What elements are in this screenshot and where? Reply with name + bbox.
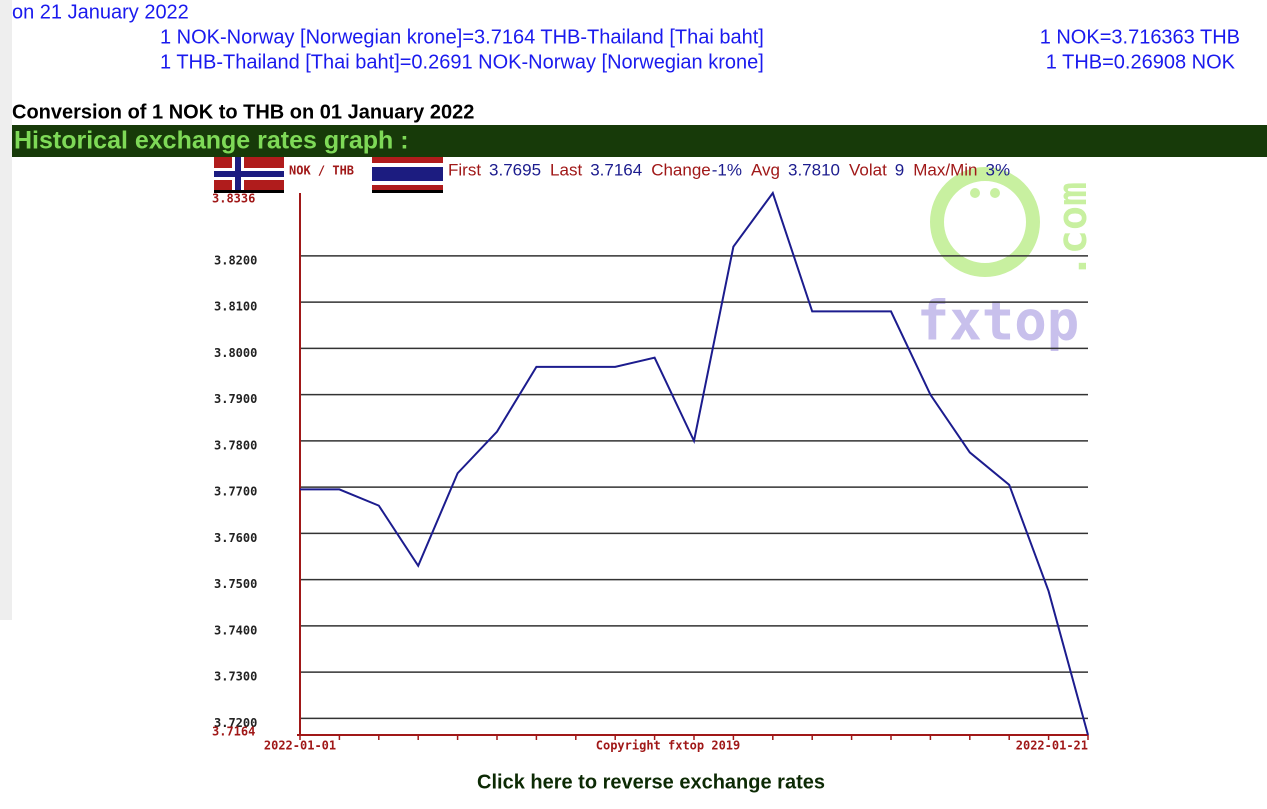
x-tick-label: 2022-01-01 bbox=[264, 739, 336, 753]
stat-label: Avg bbox=[751, 160, 780, 179]
y-tick-label: 3.8200 bbox=[214, 253, 257, 267]
logo-ring bbox=[930, 167, 1040, 277]
stat-value: 3% bbox=[986, 160, 1011, 179]
y-tick-label: 3.8336 bbox=[212, 192, 255, 206]
stat-value: 3.7695 bbox=[489, 160, 541, 179]
chart-image: fxtop .com NOK / THB First 3.7695 Last 3.71… bbox=[212, 157, 1096, 760]
rate-precise: 1 THB=0.26908 NOK bbox=[1046, 51, 1236, 73]
section-title: Historical exchange rates graph : bbox=[14, 127, 409, 155]
flag-norway bbox=[214, 157, 284, 193]
section-bar bbox=[12, 125, 1267, 157]
watermark-text: .com bbox=[1050, 182, 1096, 278]
y-tick-label: 3.7200 bbox=[214, 716, 257, 730]
logo-eye bbox=[970, 188, 980, 198]
y-tick-label: 3.7600 bbox=[214, 531, 257, 545]
stat-label: Change bbox=[651, 160, 711, 179]
x-tick-label: 2022-01-21 bbox=[1016, 739, 1088, 753]
flag-thailand bbox=[372, 157, 443, 193]
stat-label: Last bbox=[550, 160, 582, 179]
pair-label: NOK / THB bbox=[289, 164, 354, 178]
rate-text: 1 THB-Thailand [Thai baht]=0.2691 NOK-No… bbox=[160, 51, 764, 73]
y-tick-label: 3.8000 bbox=[214, 346, 257, 360]
y-tick-label: 3.7500 bbox=[214, 577, 257, 591]
reverse-link[interactable]: Click here to reverse exchange rates bbox=[477, 771, 825, 793]
stat-value: -1% bbox=[712, 160, 742, 179]
logo-face bbox=[955, 192, 1015, 252]
stat-label: Max/Min bbox=[913, 160, 977, 179]
y-tick-label: 3.8100 bbox=[214, 300, 257, 314]
stat-label: First bbox=[448, 160, 481, 179]
date-line: on 21 January 2022 bbox=[12, 1, 189, 23]
stat-value: 3.7810 bbox=[788, 160, 840, 179]
logo-eye bbox=[990, 188, 1000, 198]
data-line bbox=[300, 190, 1089, 736]
rate-text: 1 NOK-Norway [Norwegian krone]=3.7164 TH… bbox=[160, 26, 764, 48]
y-tick-label: 3.7700 bbox=[214, 485, 257, 499]
conversion-title: Conversion of 1 NOK to THB on 01 January… bbox=[12, 101, 474, 123]
stat-label: Volat bbox=[849, 160, 887, 179]
y-tick-label: 3.7300 bbox=[214, 670, 257, 684]
y-tick-label: 3.7900 bbox=[214, 392, 257, 406]
stat-value: 9 bbox=[895, 160, 904, 179]
y-tick-label: 3.7164 bbox=[212, 725, 255, 739]
copyright: Copyright fxtop 2019 bbox=[596, 739, 741, 753]
stat-value: 3.7164 bbox=[590, 160, 642, 179]
watermark-text: fxtop bbox=[917, 290, 1080, 353]
y-tick-label: 3.7800 bbox=[214, 438, 257, 452]
rate-precise: 1 NOK=3.716363 THB bbox=[1040, 26, 1240, 48]
side-strip bbox=[0, 0, 12, 620]
y-tick-label: 3.7400 bbox=[214, 623, 257, 637]
chart-bg bbox=[212, 157, 1090, 760]
